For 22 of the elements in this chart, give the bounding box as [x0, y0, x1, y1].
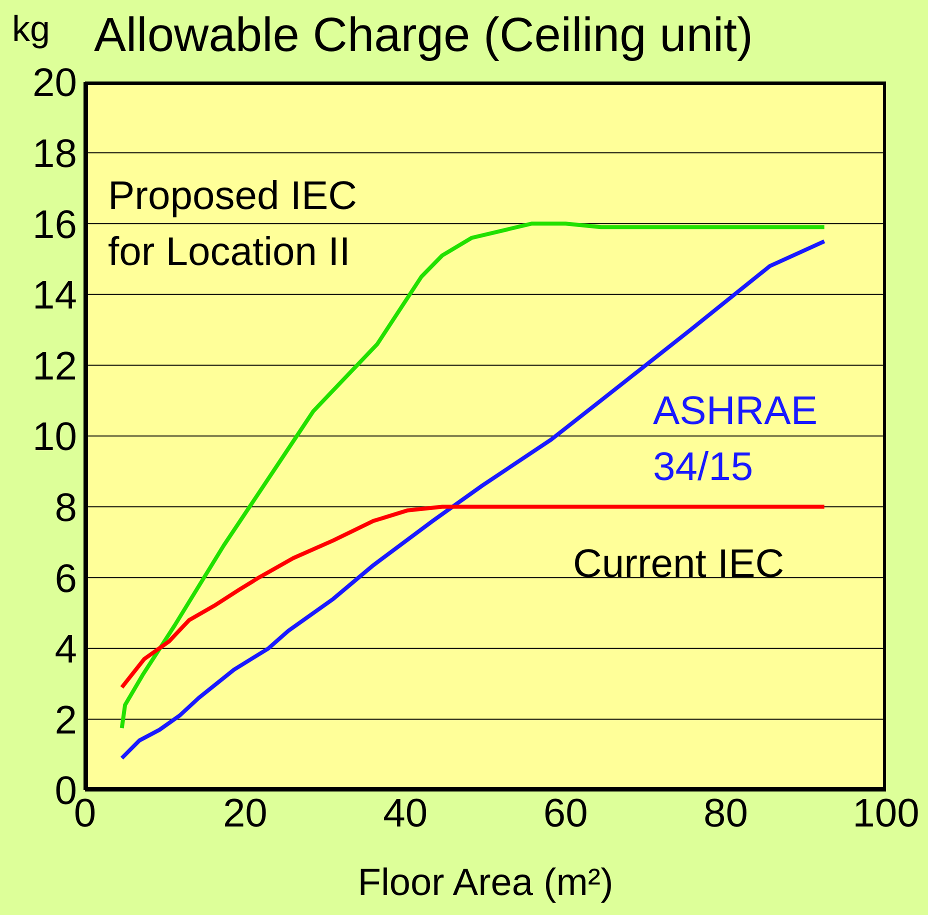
y-tick-label: 14 [32, 274, 77, 318]
x-tick-label: 80 [704, 791, 748, 836]
y-tick-label: 4 [54, 628, 77, 672]
y-tick-label: 12 [32, 344, 77, 388]
series-label: ASHRAE 34/15 [653, 388, 818, 491]
y-tick-label: 6 [54, 556, 77, 601]
series-label: Proposed IEC for Location II [108, 173, 358, 276]
y-tick-label: 8 [54, 486, 77, 530]
y-tick-label: 20 [32, 61, 77, 106]
y-tick-label: 16 [32, 202, 77, 247]
x-tick-label: 100 [852, 791, 920, 836]
y-axis-title: kg [12, 8, 50, 50]
x-tick-label: 20 [222, 791, 268, 836]
x-tick-label: 40 [383, 791, 428, 836]
y-tick-label: 10 [32, 415, 77, 460]
chart-title: Allowable Charge (Ceiling unit) [94, 8, 753, 63]
line-series [120, 504, 826, 690]
x-tick-label: 60 [543, 791, 588, 836]
x-axis-title: Floor Area (m²) [358, 862, 614, 904]
y-tick-label: 2 [54, 698, 77, 742]
series-label: Current IEC [573, 541, 784, 588]
y-tick-label: 18 [32, 132, 77, 176]
